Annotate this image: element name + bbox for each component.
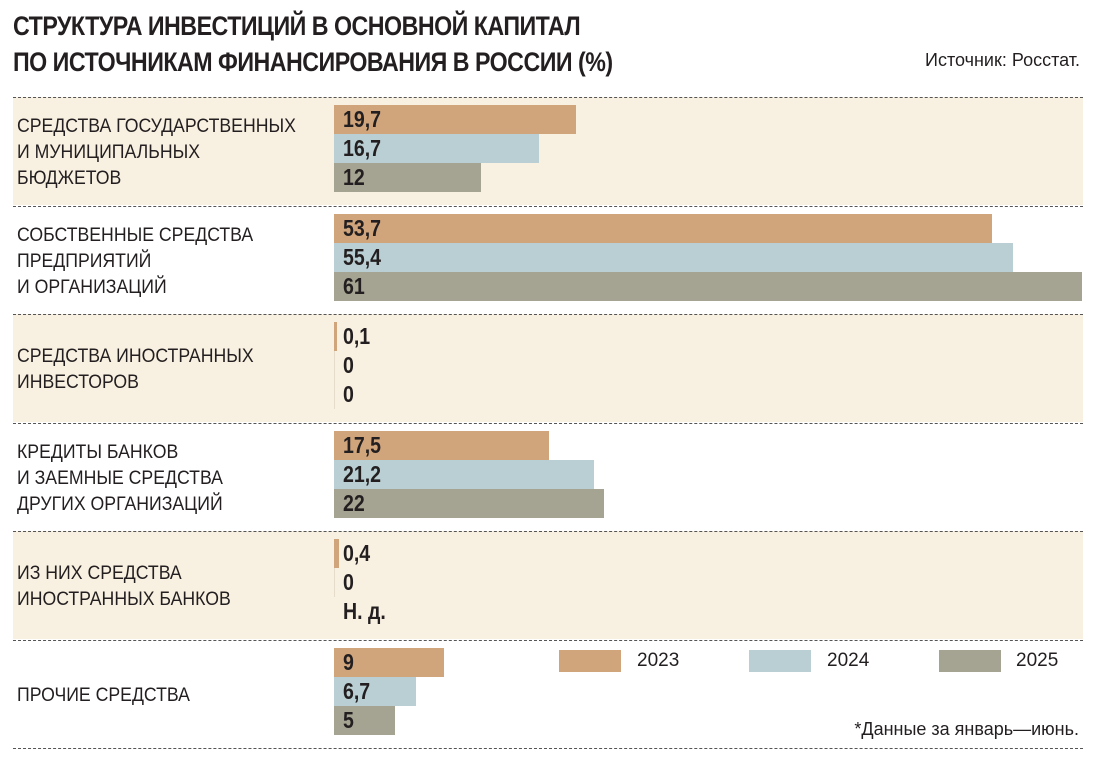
legend-swatch-2024 [749,650,811,672]
bar-2023 [334,430,549,460]
legend-swatch-2025 [939,650,1001,672]
section-divider [13,314,1083,315]
category-section [13,531,1083,639]
legend-label-2025: 2025 [1016,650,1059,671]
section-divider [13,531,1083,532]
bar-2025 [334,271,1082,301]
bar-2024 [334,351,335,380]
category-section [13,314,1083,422]
bar-2023 [334,213,993,243]
bar-2025 [334,380,335,409]
data-label-2025: 12 [343,164,365,190]
footnote: *Данные за январь—июнь. [854,719,1079,739]
category-label-line: СРЕДСТВА ИНОСТРАННЫХ [17,346,254,367]
category-label-line: КРЕДИТЫ БАНКОВ [17,441,179,463]
bar-2023 [334,647,445,677]
category-label-line: ИНОСТРАННЫХ БАНКОВ [17,589,231,610]
data-label-2025: Н. д. [343,598,386,624]
section-divider [13,422,1083,424]
bar-2024 [334,676,417,706]
category-label-line: И МУНИЦИПАЛЬНЫХ [17,142,201,163]
category-label: СОБСТВЕННЫЕ СРЕДСТВА ПРЕДПРИЯТИЙ И ОРГАНИЗ… [17,223,253,301]
category-label-line: И ОРГАНИЗАЦИЙ [17,276,167,298]
data-label-2023: 17,5 [343,431,382,458]
data-label-2024: 55,4 [343,243,382,270]
category-label-line: ДРУГИХ ОРГАНИЗАЦИЙ [17,493,223,515]
bar-2025 [334,705,396,735]
category-label: ИЗ НИХ СРЕДСТВА ИНОСТРАННЫХ БАНКОВ [17,561,231,613]
bar-2025 [334,488,604,518]
data-label-2025: 61 [343,272,365,299]
section-divider [13,748,1083,749]
bar-2024 [334,459,594,489]
chart-title-line-1: СТРУКТУРА ИНВЕСТИЦИЙ В ОСНОВНОЙ КАПИТАЛ [13,11,581,41]
data-label-2023: 53,7 [343,214,382,241]
bar-2023 [334,105,576,134]
bar-2023 [334,539,339,568]
section-divider [13,97,1083,98]
data-label-2024: 21,2 [343,460,382,487]
category-label-line: ПРЕДПРИЯТИЙ [17,250,152,272]
bar-2024 [334,242,1014,272]
category-label: СРЕДСТВА ГОСУДАРСТВЕННЫХ И МУНИЦИПАЛЬНЫХ Б… [17,114,296,192]
bar-2025 [334,163,482,192]
category-label-line: И ЗАЕМНЫЕ СРЕДСТВА [17,467,223,489]
category-label: СРЕДСТВА ИНОСТРАННЫХ ИНВЕСТОРОВ [17,344,254,396]
category-label-line: СОБСТВЕННЫЕ СРЕДСТВА [17,224,254,246]
category-label-line: СРЕДСТВА ГОСУДАРСТВЕННЫХ [17,116,296,137]
bar-2023 [334,322,337,351]
category-label-line: ПРОЧИЕ СРЕДСТВА [17,684,190,706]
category-label: ПРОЧИЕ СРЕДСТВА [17,683,190,709]
legend-label-2024: 2024 [827,650,870,671]
data-label-2023: 0,1 [343,323,371,349]
legend-label-2023: 2023 [637,650,680,671]
data-label-2024: 0 [343,569,354,595]
category-label-line: БЮДЖЕТОВ [17,168,122,189]
data-label-2025: 0 [343,381,354,407]
data-label-2023: 19,7 [343,106,382,132]
source-note: Источник: Росстат. [925,50,1080,70]
data-label-2023: 9 [343,648,354,675]
legend-swatch-2023 [559,650,621,672]
data-label-2025: 22 [343,489,365,516]
category-label-line: ИЗ НИХ СРЕДСТВА [17,563,182,584]
category-label: КРЕДИТЫ БАНКОВ И ЗАЕМНЫЕ СРЕДСТВА ДРУГИХ О… [17,440,223,518]
section-divider [13,639,1083,641]
bar-2024 [334,134,539,163]
chart-title-line-2: ПО ИСТОЧНИКАМ ФИНАНСИРОВАНИЯ В РОССИИ (%… [13,47,613,77]
bar-2024 [334,568,335,597]
data-label-2024: 6,7 [343,677,371,704]
data-label-2024: 16,7 [343,135,382,161]
data-label-2024: 0 [343,352,354,378]
data-label-2023: 0,4 [343,540,371,566]
category-label-line: ИНВЕСТОРОВ [17,372,139,393]
chart-title: СТРУКТУРА ИНВЕСТИЦИЙ В ОСНОВНОЙ КАПИТАЛ … [13,8,613,80]
data-label-2025: 5 [343,706,354,733]
section-divider [13,205,1083,207]
